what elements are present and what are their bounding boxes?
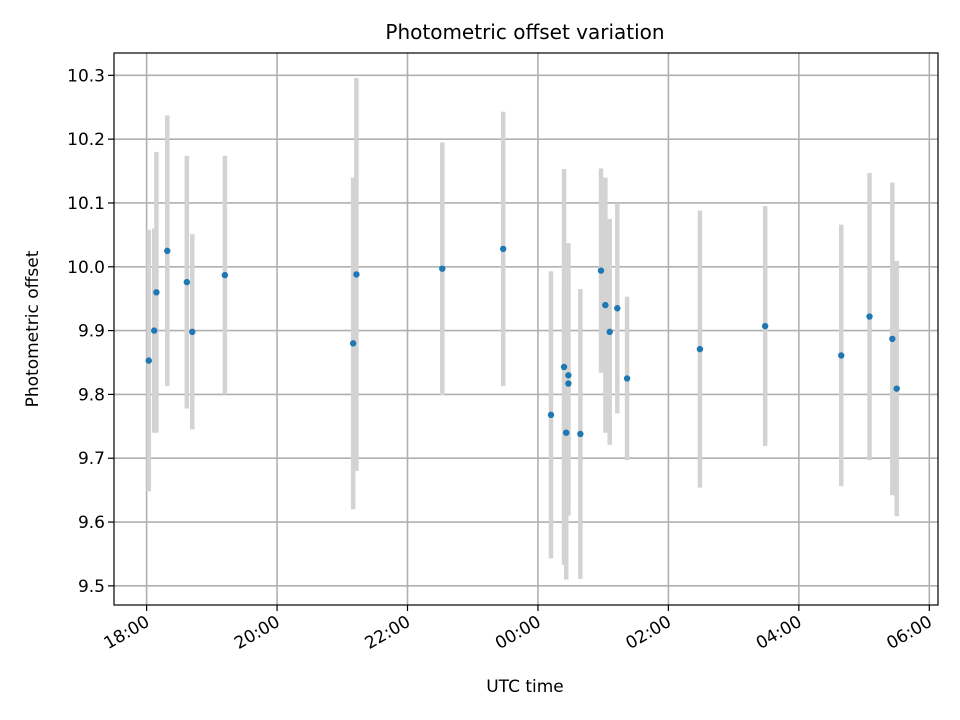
x-axis-label: UTC time: [486, 677, 564, 697]
y-tick-label: 10.2: [67, 130, 105, 150]
data-point: [151, 327, 158, 334]
data-point: [623, 375, 631, 382]
y-tick-label: 9.8: [78, 385, 105, 405]
y-tick-label: 9.7: [78, 449, 105, 469]
data-point: [189, 328, 196, 336]
y-tick-label: 9.6: [78, 513, 105, 533]
y-tick-label: 10.3: [67, 66, 105, 86]
x-axis-ticks: 18:00 20:00 22:00 00:00 02:00 04:00 06:00: [101, 605, 936, 654]
data-point: [889, 335, 896, 343]
error-bars: [146, 77, 899, 580]
data-point: [439, 265, 446, 272]
plot-frame: [113, 52, 939, 606]
y-tick-label: 10.0: [67, 258, 105, 278]
x-tick-label: 04:00: [753, 612, 805, 654]
x-tick-label: 06:00: [883, 612, 935, 654]
x-tick-label: 22:00: [362, 612, 414, 654]
data-point: [349, 340, 357, 347]
data-point: [153, 289, 160, 296]
data-point: [499, 245, 507, 253]
y-tick-label: 9.9: [78, 322, 105, 342]
y-axis-label: Photometric offset: [23, 250, 43, 407]
data-point: [614, 305, 621, 312]
data-point: [577, 430, 584, 438]
data-point: [353, 271, 360, 278]
data-point: [838, 352, 845, 359]
y-tick-label: 10.1: [67, 194, 105, 214]
data-point: [547, 411, 555, 419]
grid: [114, 53, 938, 605]
data-point: [145, 357, 152, 364]
data-point: [221, 271, 229, 279]
y-axis-ticks: 9.5 9.6 9.7 9.8 9.9 10.0 10.1 10.2 10.3: [67, 66, 114, 597]
data-point: [761, 322, 769, 330]
data-point: [606, 328, 613, 336]
data-point: [560, 363, 568, 371]
x-tick-label: 00:00: [492, 612, 544, 654]
x-tick-label: 18:00: [101, 612, 153, 654]
data-point: [696, 345, 704, 353]
data-point: [565, 380, 572, 387]
data-points: [145, 245, 900, 438]
data-point: [565, 372, 572, 379]
data-point: [563, 429, 570, 436]
data-point: [597, 267, 605, 274]
data-point: [866, 313, 873, 320]
data-point: [602, 301, 609, 309]
x-tick-label: 20:00: [231, 612, 283, 654]
x-tick-label: 02:00: [622, 612, 674, 654]
chart-title: Photometric offset variation: [385, 20, 664, 44]
data-point: [893, 385, 900, 392]
y-tick-label: 9.5: [78, 577, 105, 597]
data-point: [183, 278, 191, 286]
data-point: [164, 247, 171, 255]
